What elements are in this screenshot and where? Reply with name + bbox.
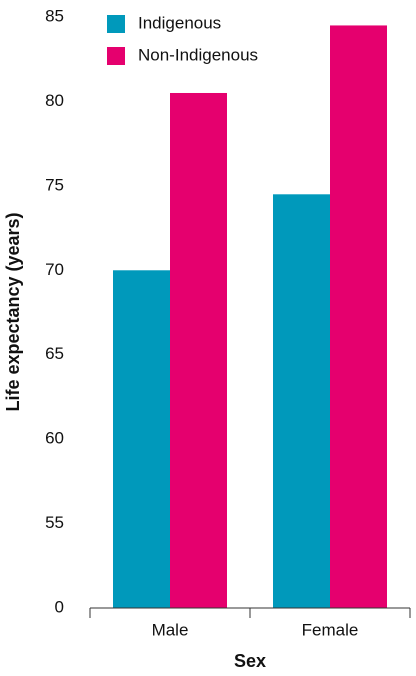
legend-swatch: [107, 47, 125, 65]
y-tick-label: 65: [45, 344, 64, 363]
x-tick-label: Male: [152, 620, 189, 639]
y-tick-label: 60: [45, 429, 64, 448]
legend-swatch: [107, 15, 125, 33]
bar: [113, 270, 170, 608]
y-tick-label: 75: [45, 175, 64, 194]
y-tick-label: 80: [45, 91, 64, 110]
legend-label: Indigenous: [138, 13, 221, 32]
y-axis-title: Life expectancy (years): [3, 212, 23, 411]
y-tick-label: 85: [45, 6, 64, 25]
y-tick-label: 55: [45, 513, 64, 532]
bar: [273, 194, 330, 609]
bar: [330, 25, 387, 608]
legend-label: Non-Indigenous: [138, 45, 258, 64]
y-tick-label: 70: [45, 260, 64, 279]
x-axis-title: Sex: [234, 651, 266, 671]
bar: [170, 92, 227, 608]
x-tick-label: Female: [302, 620, 359, 639]
y-tick-label: 0: [55, 597, 64, 616]
